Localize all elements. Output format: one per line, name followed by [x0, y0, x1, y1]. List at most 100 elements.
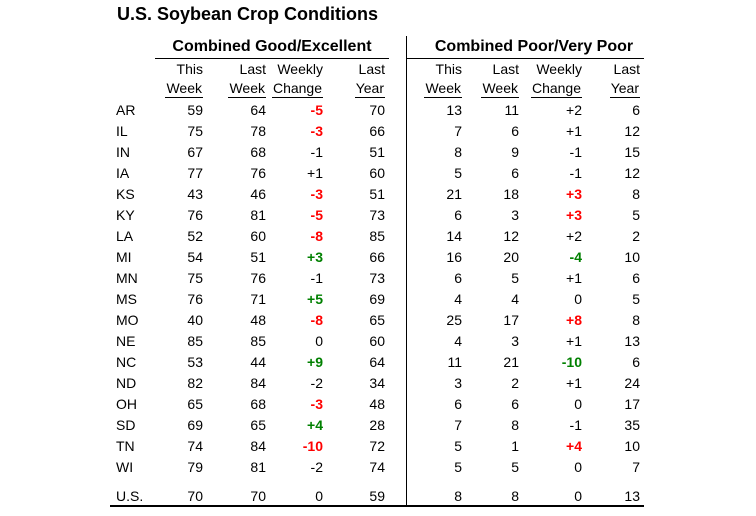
cell-state: KY	[116, 206, 135, 223]
cell-good-weekly-change: +1	[307, 164, 323, 181]
cell-poor-this-week: 21	[446, 185, 462, 202]
state-row: MI 54 51 +3 66 16 20 -4 10	[110, 246, 644, 267]
cell-poor-this-week: 5	[454, 437, 462, 454]
state-row: NC 53 44 +9 64 11 21 -10 6	[110, 351, 644, 372]
section-divider	[389, 99, 407, 120]
cell-state: U.S.	[110, 486, 155, 507]
cell-good-weekly-change: -1	[310, 143, 323, 160]
section-poor-verypoor-header: Combined Poor/Very Poor	[424, 36, 644, 59]
cell-good-last-year: 60	[369, 164, 385, 181]
cell-good-weekly-change: -2	[310, 458, 323, 475]
cell-poor-last-year: 6	[632, 353, 640, 370]
cell-gap	[406, 267, 424, 288]
cell-good-this-week: 75	[187, 269, 203, 286]
state-row: AR 59 64 -5 70 13 11 +2 6	[110, 99, 644, 120]
cell-good-last-year: 48	[369, 395, 385, 412]
cell-good-last-week: 44	[250, 353, 266, 370]
cell-gap	[406, 330, 424, 351]
cell-poor-last-year: 24	[624, 374, 640, 391]
section-divider	[389, 477, 407, 486]
cell-poor-last-week: 21	[503, 353, 519, 370]
cell-poor-last-year: 8	[632, 185, 640, 202]
cell-blank	[110, 79, 155, 99]
cell-good-last-week: 76	[250, 164, 266, 181]
section-divider	[389, 141, 407, 162]
cell-poor-weekly-change: +2	[566, 101, 582, 118]
cell-good-last-year: 28	[369, 416, 385, 433]
col-good-lastyr: Last	[358, 61, 385, 77]
cell-poor-last-year: 5	[632, 206, 640, 223]
section-divider	[389, 36, 407, 59]
cell-good-weekly-change: +4	[307, 416, 323, 433]
cell-poor-last-week: 6	[511, 395, 519, 412]
section-divider	[389, 288, 407, 309]
cell-poor-this-week: 6	[454, 269, 462, 286]
col-poor-this-week: Week	[424, 80, 462, 98]
cell-good-last-year: 34	[369, 374, 385, 391]
cell-state: IN	[116, 143, 130, 160]
cell-poor-this-week: 5	[454, 164, 462, 181]
state-row: OH 65 68 -3 48 6 6 0 17	[110, 393, 644, 414]
cell-poor-weekly-change: +4	[566, 437, 582, 454]
cell-gap	[406, 99, 424, 120]
cell-poor-this-week: 8	[454, 143, 462, 160]
cell-good-last-week: 76	[250, 269, 266, 286]
cell-blank	[110, 59, 155, 80]
col-good-last: Last	[239, 61, 266, 77]
cell-poor-last-week: 6	[511, 122, 519, 139]
cell-gap	[406, 183, 424, 204]
cell-poor-last-week: 2	[511, 374, 519, 391]
cell-good-this-week: 52	[187, 227, 203, 244]
cell-poor-last-year: 17	[624, 395, 640, 412]
cell-poor-last-year: 6	[632, 269, 640, 286]
cell-good-last-year: 69	[369, 290, 385, 307]
section-divider	[389, 372, 407, 393]
cell-good-this-week: 85	[187, 332, 203, 349]
cell-good-weekly-change: -8	[310, 227, 323, 244]
cell-state: MI	[116, 248, 132, 265]
col-poor-last: Last	[492, 61, 519, 77]
state-row: IA 77 76 +1 60 5 6 -1 12	[110, 162, 644, 183]
cell-state: NE	[116, 332, 136, 349]
cell-poor-weekly-change: +2	[566, 227, 582, 244]
section-divider	[389, 120, 407, 141]
col-good-this-week: Week	[165, 80, 203, 98]
state-row: MS 76 71 +5 69 4 4 0 5	[110, 288, 644, 309]
cell-poor-last-year: 7	[632, 458, 640, 475]
cell-good-last-year: 73	[369, 269, 385, 286]
section-divider	[389, 351, 407, 372]
cell-gap	[406, 36, 424, 59]
cell-poor-weekly-change: 0	[574, 290, 582, 307]
cell-state: KS	[116, 185, 135, 202]
state-row: IN 67 68 -1 51 8 9 -1 15	[110, 141, 644, 162]
cell-gap	[406, 141, 424, 162]
cell-poor-weekly-change: +3	[566, 185, 582, 202]
cell-poor-last-year: 10	[624, 437, 640, 454]
cell-good-weekly-change: -8	[310, 311, 323, 328]
cell-poor-this-week: 13	[446, 101, 462, 118]
col-good-last-year: Year	[354, 80, 385, 98]
cell-poor-last-week: 3	[511, 206, 519, 223]
cell-poor-this-week: 3	[454, 374, 462, 391]
column-header-row-2: Week Week Change Year Week Week Change Y…	[110, 79, 644, 99]
page-title: U.S. Soybean Crop Conditions	[117, 4, 379, 24]
cell-poor-last-week: 8	[466, 486, 523, 507]
cell-poor-weekly-change: +8	[566, 311, 582, 328]
cell-poor-weekly-change: -1	[569, 416, 582, 433]
col-poor-last-year: Year	[609, 80, 640, 98]
cell-gap	[406, 120, 424, 141]
cell-gap	[406, 435, 424, 456]
cell-gap	[406, 372, 424, 393]
cell-blank	[406, 477, 424, 486]
section-divider	[389, 225, 407, 246]
cell-good-last-year: 51	[369, 143, 385, 160]
col-good-change: Change	[271, 80, 323, 98]
cell-good-this-week: 76	[187, 290, 203, 307]
cell-blank	[110, 36, 155, 59]
cell-state: IA	[116, 164, 130, 181]
cell-state: MS	[116, 290, 137, 307]
col-poor-this: This	[435, 61, 462, 77]
section-divider	[389, 267, 407, 288]
section-divider	[389, 246, 407, 267]
